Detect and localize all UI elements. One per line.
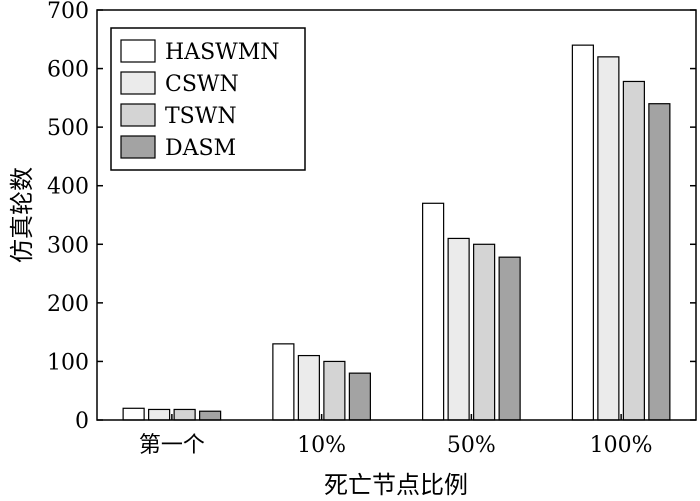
plot-frame <box>96 9 697 421</box>
x-axis-title: 死亡节点比例 <box>324 471 468 499</box>
bar-dasm-1 <box>348 372 371 421</box>
bar-dasm-2 <box>498 256 521 421</box>
y-tick-label: 700 <box>47 0 89 24</box>
y-tick-label: 200 <box>47 292 89 317</box>
legend: HASWMN CSWN TSWN DASM <box>110 27 306 171</box>
bars <box>122 44 671 421</box>
legend-label-dasm: DASM <box>165 136 236 161</box>
legend-swatch-haswmn <box>120 39 156 63</box>
y-tick-label: 500 <box>47 116 89 141</box>
bar-dasm-0 <box>199 410 222 421</box>
x-axis-ticks: 第一个 10% 50% 100% <box>139 414 653 458</box>
x-tick-label: 50% <box>447 433 496 458</box>
bar-haswmn-3 <box>571 44 594 421</box>
bar-cswn-0 <box>148 408 171 421</box>
y-tick-label: 400 <box>47 175 89 200</box>
bar-tswn-3 <box>622 80 645 421</box>
legend-label-cswn: CSWN <box>165 72 239 97</box>
bar-cswn-2 <box>447 237 470 421</box>
y-axis-title: 仿真轮数 <box>8 167 36 263</box>
y-axis-ticks: 0 100 200 300 400 500 600 700 <box>47 0 696 434</box>
y-tick-label: 0 <box>75 409 89 434</box>
x-tick-label: 10% <box>297 433 346 458</box>
legend-label-tswn: TSWN <box>165 104 237 129</box>
bar-haswmn-0 <box>122 407 145 421</box>
legend-swatch-tswn <box>120 103 156 127</box>
bar-tswn-1 <box>323 360 346 421</box>
bar-haswmn-2 <box>422 202 445 421</box>
bar-tswn-0 <box>173 408 196 421</box>
x-tick-label: 100% <box>590 433 653 458</box>
bar-cswn-3 <box>597 56 620 421</box>
bar-dasm-3 <box>648 103 671 421</box>
legend-label-haswmn: HASWMN <box>165 40 280 65</box>
bar-haswmn-1 <box>272 343 295 421</box>
x-tick-label: 第一个 <box>139 433 205 458</box>
y-tick-label: 100 <box>47 350 89 375</box>
legend-swatch-cswn <box>120 71 156 95</box>
legend-swatch-dasm <box>120 135 156 159</box>
y-tick-label: 600 <box>47 58 89 83</box>
y-tick-label: 300 <box>47 233 89 258</box>
bar-tswn-2 <box>473 243 496 421</box>
bar-cswn-1 <box>297 354 320 421</box>
